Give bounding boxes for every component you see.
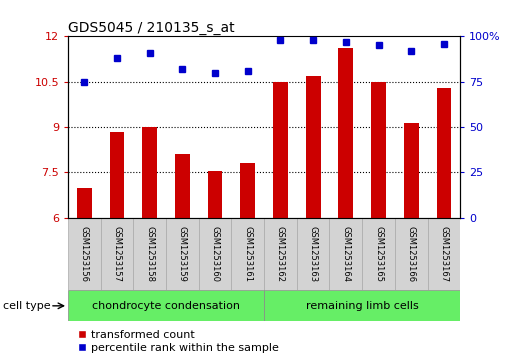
- Text: GSM1253167: GSM1253167: [439, 226, 448, 282]
- Bar: [404, 123, 418, 218]
- Bar: [208, 171, 222, 218]
- Bar: [264, 290, 460, 321]
- Bar: [395, 218, 428, 290]
- Text: GSM1253161: GSM1253161: [243, 226, 252, 282]
- Text: GSM1253157: GSM1253157: [112, 226, 121, 282]
- Bar: [175, 154, 190, 218]
- Bar: [166, 218, 199, 290]
- Text: remaining limb cells: remaining limb cells: [306, 301, 418, 311]
- Text: GSM1253165: GSM1253165: [374, 226, 383, 282]
- Bar: [199, 218, 231, 290]
- Bar: [142, 127, 157, 218]
- Bar: [77, 188, 92, 218]
- Text: GSM1253156: GSM1253156: [80, 226, 89, 282]
- Text: GSM1253160: GSM1253160: [211, 226, 220, 282]
- Text: GSM1253158: GSM1253158: [145, 226, 154, 282]
- Bar: [273, 82, 288, 218]
- Bar: [297, 218, 329, 290]
- Text: chondrocyte condensation: chondrocyte condensation: [92, 301, 240, 311]
- Bar: [68, 218, 100, 290]
- Text: GSM1253166: GSM1253166: [407, 226, 416, 282]
- Bar: [100, 218, 133, 290]
- Bar: [110, 132, 124, 218]
- Bar: [428, 218, 460, 290]
- Bar: [362, 218, 395, 290]
- Text: GSM1253163: GSM1253163: [309, 226, 317, 282]
- Bar: [371, 82, 386, 218]
- Text: GDS5045 / 210135_s_at: GDS5045 / 210135_s_at: [68, 21, 235, 35]
- Bar: [338, 48, 353, 218]
- Bar: [329, 218, 362, 290]
- Bar: [231, 218, 264, 290]
- Text: cell type: cell type: [3, 301, 50, 311]
- Bar: [264, 218, 297, 290]
- Bar: [133, 218, 166, 290]
- Bar: [306, 76, 321, 218]
- Bar: [68, 290, 264, 321]
- Text: GSM1253164: GSM1253164: [342, 226, 350, 282]
- Legend: transformed count, percentile rank within the sample: transformed count, percentile rank withi…: [74, 325, 283, 358]
- Bar: [437, 88, 451, 218]
- Text: GSM1253159: GSM1253159: [178, 226, 187, 282]
- Text: GSM1253162: GSM1253162: [276, 226, 285, 282]
- Bar: [241, 163, 255, 218]
